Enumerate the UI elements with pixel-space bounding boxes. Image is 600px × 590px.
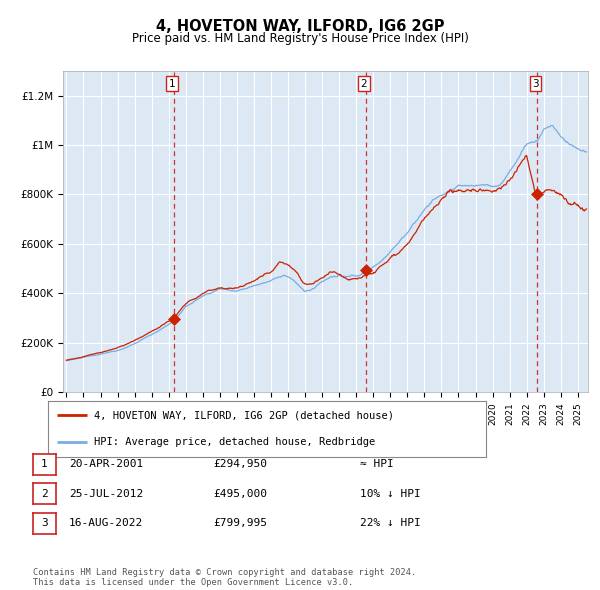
Text: 22% ↓ HPI: 22% ↓ HPI [360,519,421,528]
Text: Contains HM Land Registry data © Crown copyright and database right 2024.
This d: Contains HM Land Registry data © Crown c… [33,568,416,587]
Text: 3: 3 [41,519,48,528]
Text: 3: 3 [532,79,539,89]
Text: 16-AUG-2022: 16-AUG-2022 [69,519,143,528]
Text: 1: 1 [41,460,48,469]
Text: 2: 2 [361,79,367,89]
Text: Price paid vs. HM Land Registry's House Price Index (HPI): Price paid vs. HM Land Registry's House … [131,32,469,45]
Text: 1: 1 [169,79,175,89]
Text: £294,950: £294,950 [213,460,267,469]
Text: 2: 2 [41,489,48,499]
Text: £495,000: £495,000 [213,489,267,499]
Text: ≈ HPI: ≈ HPI [360,460,394,469]
Text: 10% ↓ HPI: 10% ↓ HPI [360,489,421,499]
Text: HPI: Average price, detached house, Redbridge: HPI: Average price, detached house, Redb… [94,437,375,447]
Text: 20-APR-2001: 20-APR-2001 [69,460,143,469]
Text: 4, HOVETON WAY, ILFORD, IG6 2GP (detached house): 4, HOVETON WAY, ILFORD, IG6 2GP (detache… [94,410,394,420]
Text: 4, HOVETON WAY, ILFORD, IG6 2GP: 4, HOVETON WAY, ILFORD, IG6 2GP [156,19,444,34]
Text: £799,995: £799,995 [213,519,267,528]
Text: 25-JUL-2012: 25-JUL-2012 [69,489,143,499]
